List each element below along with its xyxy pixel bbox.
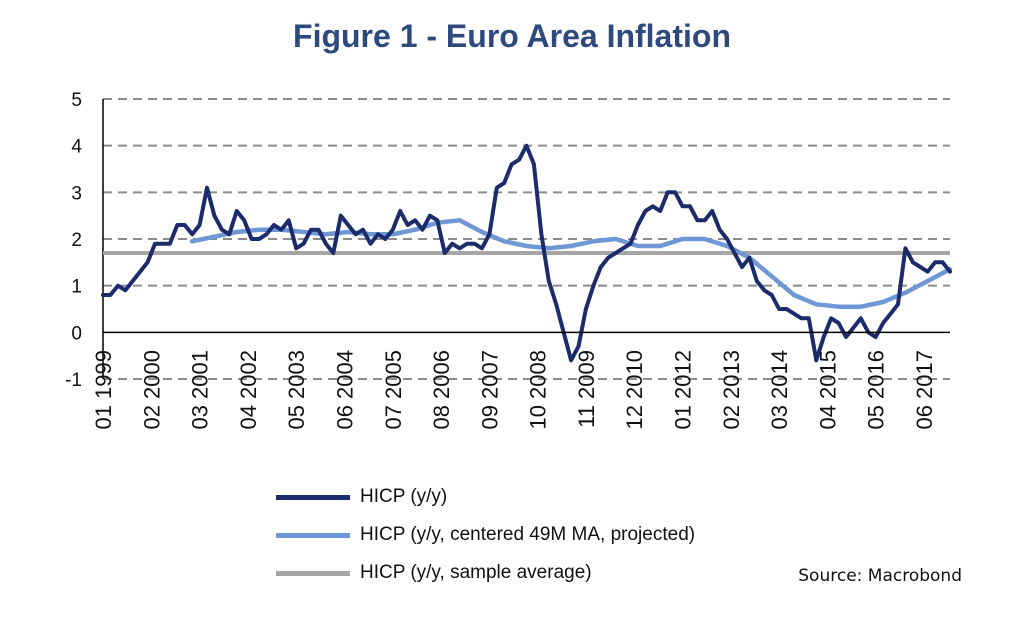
y-tick-label: -1: [65, 370, 82, 391]
chart-title: Figure 1 - Euro Area Inflation: [293, 18, 731, 54]
legend-swatch-hicp: [276, 494, 350, 500]
x-tick-label: 07 2005: [381, 350, 406, 430]
x-tick-label: 10 2008: [526, 350, 551, 430]
x-tick-label: 06 2004: [333, 350, 358, 430]
legend-label-ma: HICP (y/y, centered 49M MA, projected): [360, 524, 696, 545]
x-tick-label: 01 1999: [91, 350, 116, 430]
x-tick-label: 04 2002: [236, 350, 261, 430]
y-tick-label: 0: [71, 323, 82, 344]
y-tick-label: 2: [71, 230, 82, 251]
x-tick-label: 01 2012: [671, 350, 696, 430]
legend-swatch-average: [276, 570, 350, 576]
legend-item-ma: HICP (y/y, centered 49M MA, projected): [276, 516, 695, 554]
x-tick-label: 11 2009: [574, 350, 599, 428]
x-tick-label: 05 2016: [864, 350, 889, 430]
x-tick-label: 03 2001: [188, 350, 213, 430]
x-tick-label: 06 2017: [912, 350, 937, 430]
x-tick-label: 04 2015: [815, 350, 840, 430]
x-tick-label: 09 2007: [477, 350, 502, 430]
x-tick-label: 02 2013: [719, 350, 744, 430]
y-tick-label: 4: [71, 137, 82, 158]
legend-item-hicp: HICP (y/y): [276, 478, 695, 516]
legend-label-hicp: HICP (y/y): [360, 486, 448, 507]
series-line-ma: [189, 218, 953, 309]
x-tick-label: 03 2014: [767, 350, 792, 430]
x-tick-label: 12 2010: [622, 350, 647, 430]
y-tick-label: 1: [71, 277, 82, 298]
y-tick-label: 3: [71, 183, 82, 204]
source-note: Source: Macrobond: [798, 566, 962, 586]
series-line-hicp: [101, 143, 952, 363]
x-tick-label: 08 2006: [429, 350, 454, 430]
legend-swatch-ma: [276, 532, 350, 538]
x-tick-label: 02 2000: [139, 350, 164, 430]
y-tick-label: 5: [71, 90, 82, 111]
legend-item-average: HICP (y/y, sample average): [276, 554, 695, 592]
legend: HICP (y/y) HICP (y/y, centered 49M MA, p…: [276, 478, 695, 592]
legend-label-average: HICP (y/y, sample average): [360, 562, 592, 583]
x-tick-label: 05 2003: [284, 350, 309, 430]
